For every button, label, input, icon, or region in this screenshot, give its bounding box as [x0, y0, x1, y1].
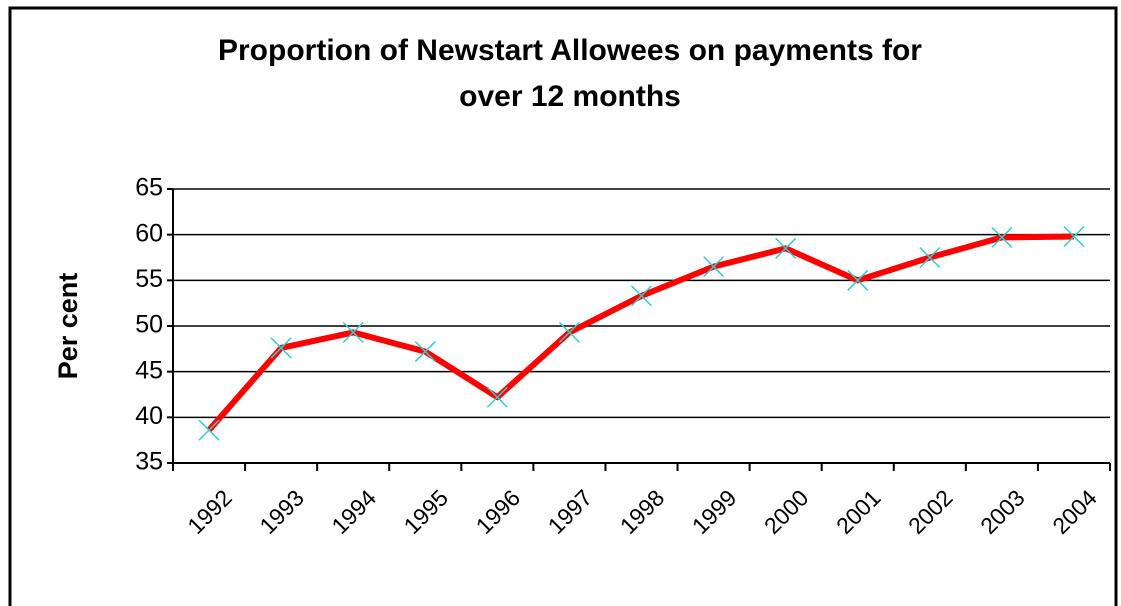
y-tick-label: 55 [135, 265, 163, 293]
data-marker [342, 321, 364, 343]
data-marker [703, 256, 725, 278]
frame [8, 6, 1118, 606]
x-tick-label: 1994 [326, 484, 381, 539]
data-marker [991, 226, 1013, 248]
x-tick-label: 2004 [1047, 484, 1102, 539]
data-marker [198, 419, 220, 441]
x-tick-label: 1995 [399, 484, 454, 539]
x-tick-label: 2000 [759, 484, 814, 539]
y-tick-label: 45 [135, 356, 163, 384]
x-tick-label: 2001 [831, 484, 886, 539]
y-tick-label: 40 [135, 402, 163, 430]
data-marker [847, 269, 869, 291]
chart-subtitle: over 12 months [459, 80, 681, 113]
x-tick-label: 1998 [615, 484, 670, 539]
x-tick-label: 1997 [543, 484, 598, 539]
data-marker [486, 386, 508, 408]
data-marker [558, 321, 580, 343]
x-tick-label: 1993 [254, 484, 309, 539]
y-tick-label: 65 [135, 174, 163, 202]
y-axis-label: Per cent [53, 273, 83, 380]
x-tick-label: 1996 [471, 484, 526, 539]
data-marker [775, 237, 797, 259]
chart-title: Proportion of Newstart Allowees on payme… [218, 34, 922, 67]
y-tick-label: 60 [135, 219, 163, 247]
x-tick-label: 2003 [975, 484, 1030, 539]
data-marker [1063, 225, 1085, 248]
y-tick-label: 35 [135, 448, 163, 476]
data-line [206, 233, 1074, 433]
data-marker [270, 337, 292, 359]
x-tick-label: 1999 [687, 484, 742, 539]
x-tick-label: 2002 [903, 484, 958, 539]
data-marker [630, 285, 653, 307]
y-tick-label: 50 [135, 311, 163, 339]
data-marker [919, 246, 941, 269]
x-tick-label: 1992 [182, 484, 237, 539]
data-marker [414, 341, 436, 363]
